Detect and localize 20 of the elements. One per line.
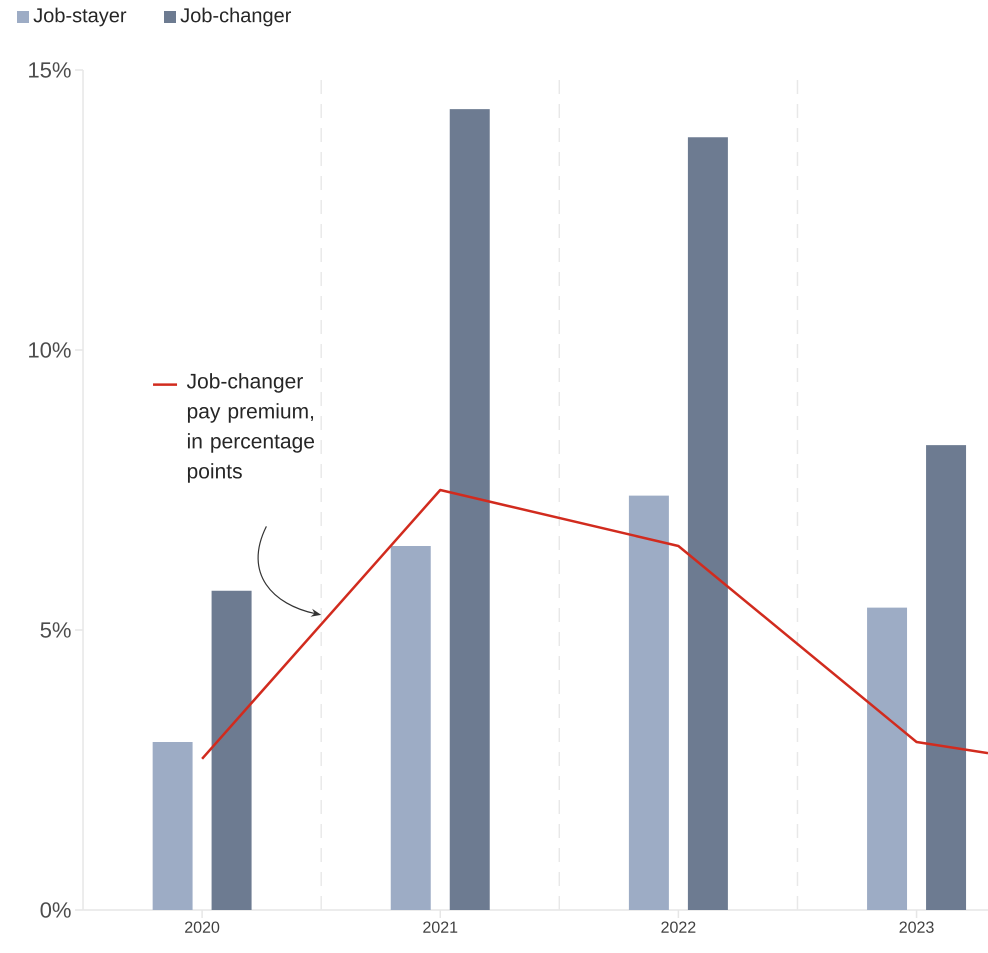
bar xyxy=(867,608,908,910)
line-series xyxy=(200,488,988,760)
x-tick-label: 2021 xyxy=(423,922,458,933)
y-tick-label: 5% xyxy=(40,622,71,638)
x-tick-label: 2023 xyxy=(900,922,934,933)
x-tick-label: 2020 xyxy=(185,922,220,933)
legend-label: Job-changer pay premium, in percentage points xyxy=(186,373,314,483)
bar xyxy=(450,109,490,910)
y-tick-label: 10% xyxy=(29,342,71,358)
bar xyxy=(152,742,193,910)
bar xyxy=(390,546,431,910)
legend-label: Job-changer xyxy=(180,8,292,26)
y-tick-label: 15% xyxy=(29,62,71,78)
bar xyxy=(212,590,252,910)
bar xyxy=(926,445,966,910)
y-tick-label: 0% xyxy=(40,902,71,918)
bar xyxy=(628,496,669,910)
legend-label: Job-stayer xyxy=(34,8,126,26)
bar xyxy=(688,137,728,910)
x-tick-label: 2022 xyxy=(661,922,696,933)
